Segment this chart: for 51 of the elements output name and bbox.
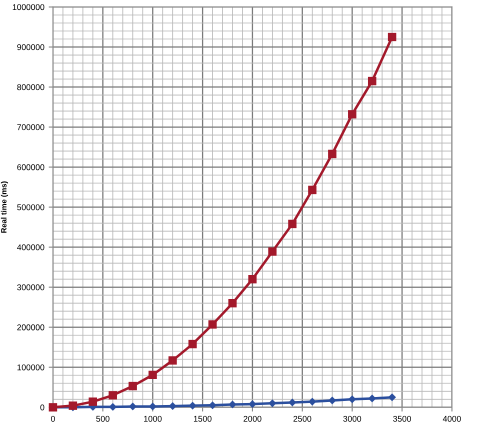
point xyxy=(248,275,257,284)
point xyxy=(328,150,336,158)
point xyxy=(308,186,316,194)
point xyxy=(188,340,197,348)
point xyxy=(348,110,356,118)
y-tick-label: 1000000 xyxy=(12,4,44,10)
point xyxy=(388,394,396,401)
y-tick-label: 500000 xyxy=(17,204,44,210)
point xyxy=(288,398,296,406)
point xyxy=(128,382,137,390)
point xyxy=(169,402,176,410)
y-tick-label: 100000 xyxy=(17,364,44,370)
y-tick-label: 0 xyxy=(40,404,44,410)
x-tick-label: 3500 xyxy=(393,416,412,422)
x-tick-label: 500 xyxy=(96,416,110,422)
y-tick-label: 300000 xyxy=(17,284,44,290)
point xyxy=(148,370,157,380)
y-tick-label: 200000 xyxy=(17,324,44,330)
y-tick-label: 700000 xyxy=(17,124,44,130)
point xyxy=(388,32,396,42)
point xyxy=(109,403,116,411)
point xyxy=(348,396,356,403)
point xyxy=(228,400,236,408)
y-tick-label: 400000 xyxy=(17,244,44,250)
point xyxy=(268,247,277,256)
x-tick-label: 4000 xyxy=(442,416,461,422)
x-tick-label: 2500 xyxy=(293,416,312,422)
point xyxy=(208,402,216,409)
point xyxy=(168,356,177,365)
point xyxy=(129,402,136,410)
point xyxy=(268,400,276,407)
point xyxy=(328,396,336,404)
point xyxy=(368,76,376,86)
point xyxy=(149,402,156,410)
x-tick-label: 3000 xyxy=(343,416,362,422)
y-tick-label: 600000 xyxy=(17,164,44,170)
point xyxy=(308,398,316,406)
y-tick-label: 900000 xyxy=(17,44,44,50)
point xyxy=(108,391,117,400)
x-tick-label: 1000 xyxy=(144,416,162,422)
point xyxy=(248,400,256,408)
x-tick-label: 0 xyxy=(50,416,55,422)
point xyxy=(228,299,237,308)
y-tick-label: 800000 xyxy=(17,84,44,90)
point xyxy=(368,394,376,402)
point xyxy=(88,398,98,406)
point xyxy=(208,320,217,329)
x-tick-label: 1500 xyxy=(194,416,212,422)
x-tick-label: 2000 xyxy=(244,416,262,422)
point xyxy=(288,220,297,228)
point xyxy=(188,402,196,410)
